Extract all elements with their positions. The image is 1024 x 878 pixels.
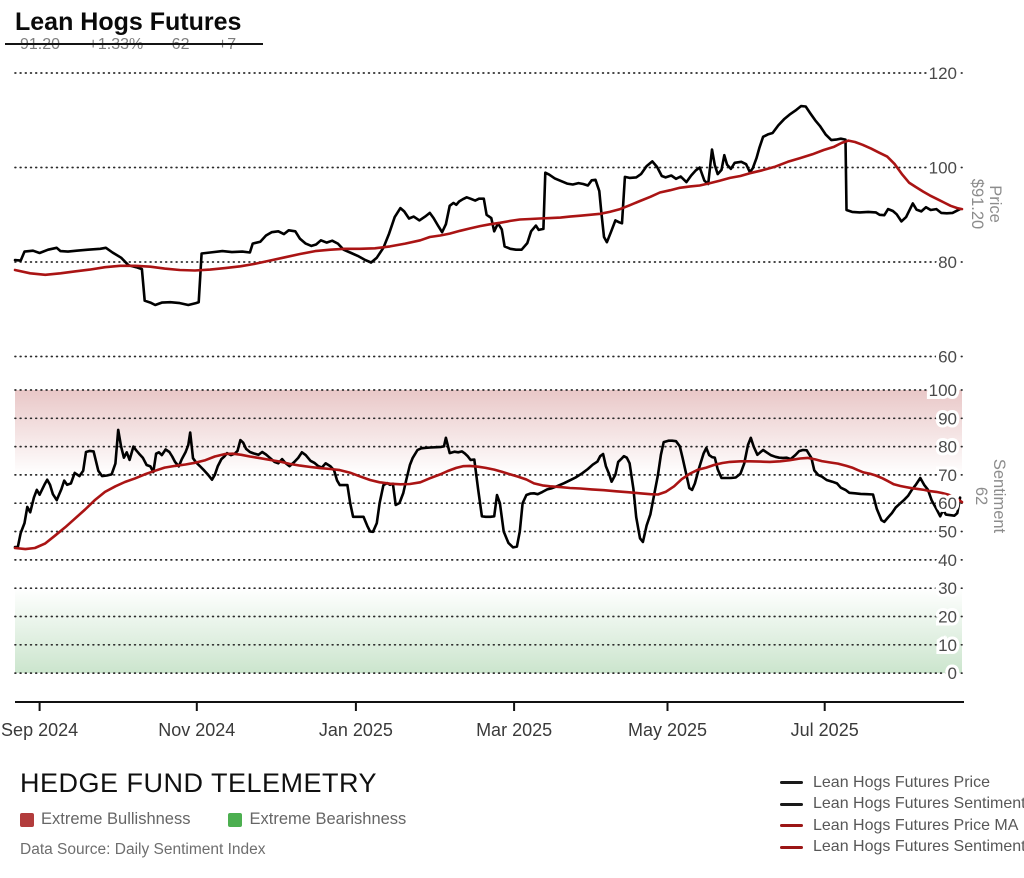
series-line	[13, 139, 964, 277]
legend-label: Lean Hogs Futures Price MA	[813, 816, 1019, 834]
page-title: Lean Hogs Futures	[15, 8, 242, 36]
band-0	[15, 390, 962, 475]
y-tick-label: 70	[938, 466, 957, 485]
zone-legend: Extreme Bullishness Extreme Bearishness	[20, 810, 406, 829]
band-1	[15, 588, 962, 674]
y-tick-label: 100	[929, 159, 957, 178]
legend-item: Lean Hogs Futures Price MA	[780, 815, 1024, 837]
x-tick-label: Jan 2025	[319, 720, 393, 740]
zone-label: Extreme Bullishness	[41, 810, 191, 828]
x-tick-label: Sep 2024	[1, 720, 78, 740]
quote-change-pct: +1.33%	[89, 36, 144, 54]
series-line	[13, 452, 964, 551]
quote-strip: 91.20 +1.33% 62 +7	[20, 36, 260, 54]
legend-label: Lean Hogs Futures Sentiment	[813, 795, 1024, 813]
bullish-swatch-icon	[20, 812, 34, 827]
x-tick-label: Jul 2025	[791, 720, 859, 740]
line-swatch-icon	[780, 824, 803, 828]
zone-legend-item-bullish: Extreme Bullishness	[20, 810, 190, 829]
zone-label: Extreme Bearishness	[249, 810, 407, 828]
y-tick-label: 10	[938, 636, 957, 655]
data-source-note: Data Source: Daily Sentiment Index	[20, 841, 266, 858]
legend-label: Lean Hogs Futures Sentiment MA	[813, 838, 1024, 856]
y-tick-label: 40	[938, 551, 957, 570]
quote-price: 91.20	[20, 36, 60, 54]
line-swatch-icon	[780, 802, 803, 806]
axis-title: Sentiment62	[972, 459, 1008, 534]
y-tick-label: 30	[938, 579, 957, 598]
y-tick-label: 100	[929, 381, 957, 400]
y-tick-label: 80	[938, 253, 957, 272]
y-tick-label: 50	[938, 523, 957, 542]
line-swatch-icon	[780, 845, 803, 849]
y-tick-label: 0	[948, 664, 957, 683]
x-tick-label: May 2025	[628, 720, 707, 740]
series-line	[13, 428, 962, 549]
y-tick-label: 90	[938, 409, 957, 428]
line-swatch-icon	[780, 781, 803, 785]
legend-item: Lean Hogs Futures Sentiment	[780, 794, 1024, 816]
brand-title: HEDGE FUND TELEMETRY	[20, 768, 378, 798]
y-tick-label: 80	[938, 438, 957, 457]
quote-sentiment-change: +7	[218, 36, 236, 54]
y-tick-label: 20	[938, 607, 957, 626]
quote-sentiment: 62	[172, 36, 190, 54]
axis-title: Price$91.20	[968, 179, 1004, 229]
series-line	[13, 104, 962, 307]
bearish-swatch-icon	[228, 812, 243, 827]
legend-label: Lean Hogs Futures Price	[813, 773, 990, 791]
x-tick-label: Nov 2024	[158, 720, 235, 740]
y-tick-label: 120	[929, 64, 957, 83]
zone-legend-item-bearish: Extreme Bearishness	[228, 810, 406, 829]
chart-canvas: 12010080601009080706050403020100Price$91…	[1, 64, 1008, 740]
chart-footer: HEDGE FUND TELEMETRY Extreme Bullishness…	[0, 760, 1024, 878]
title-underline	[5, 43, 263, 45]
legend-item: Lean Hogs Futures Price	[780, 772, 1024, 794]
x-tick-label: Mar 2025	[476, 720, 552, 740]
y-tick-label: 60	[938, 494, 957, 513]
series-legend: Lean Hogs Futures Price Lean Hogs Future…	[780, 772, 1024, 858]
y-tick-label: 60	[938, 348, 957, 367]
legend-item: Lean Hogs Futures Sentiment MA	[780, 837, 1024, 859]
